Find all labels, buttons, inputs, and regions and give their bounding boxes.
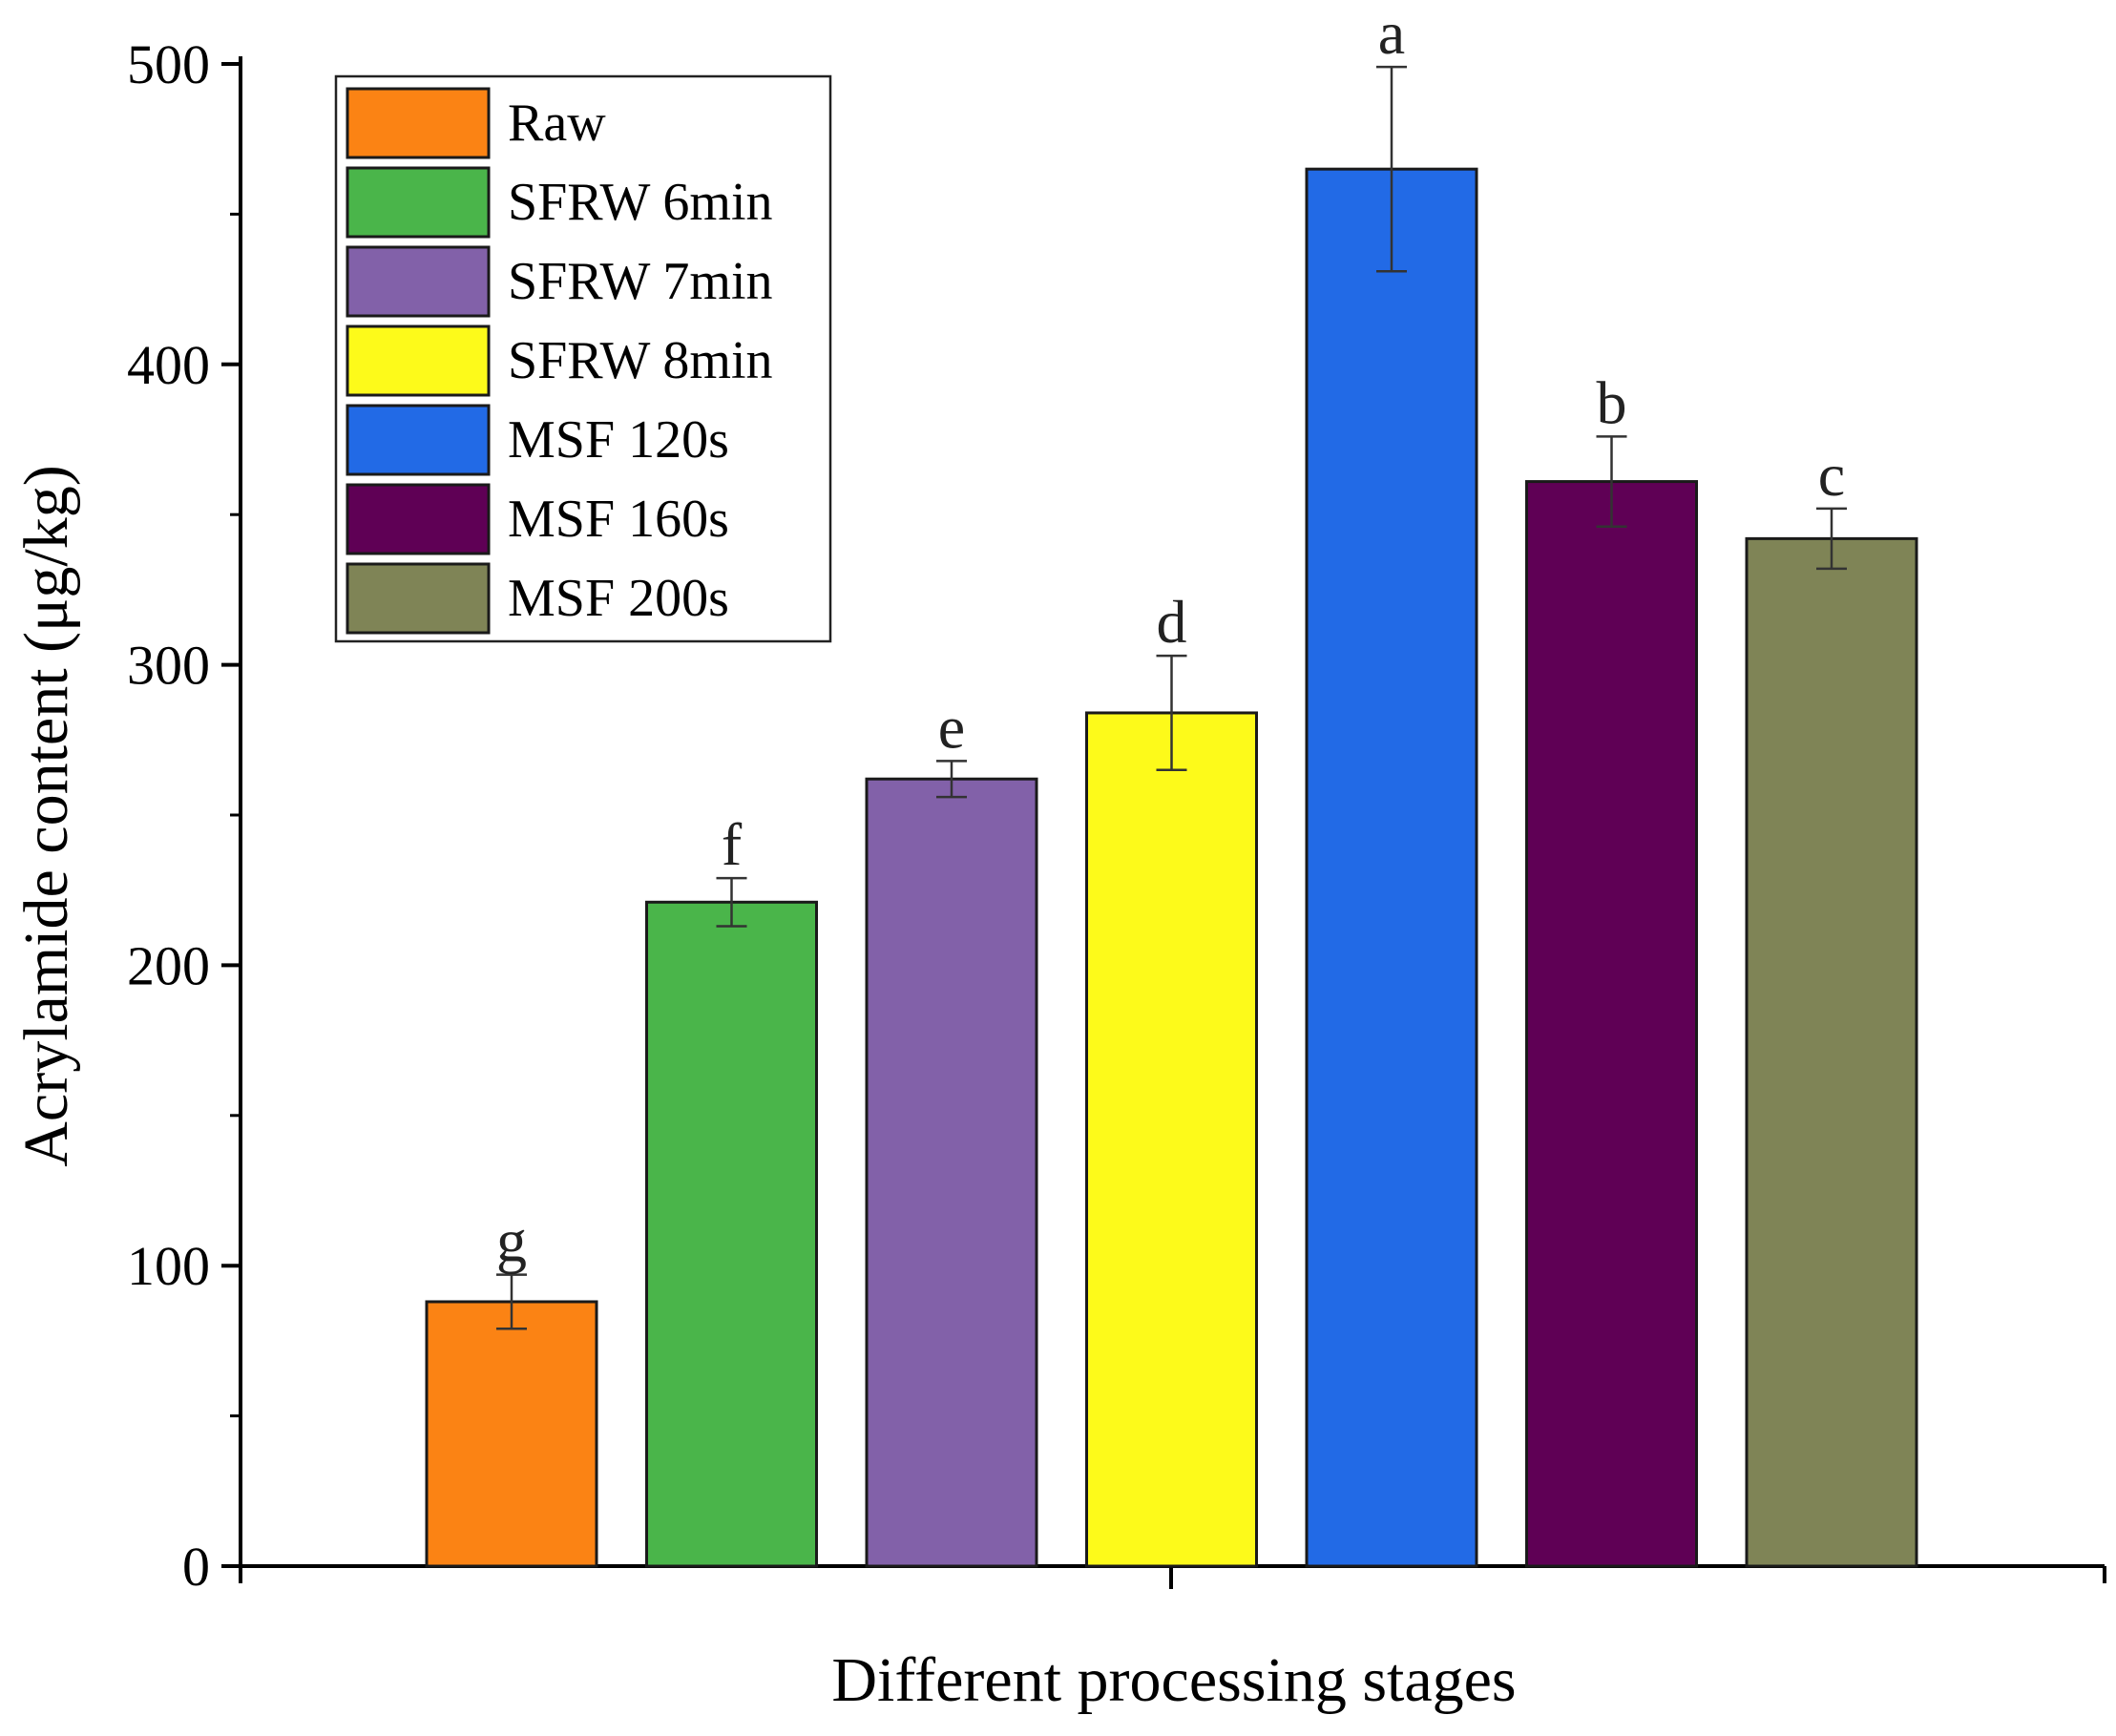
x-axis-title: Different processing stages bbox=[831, 1645, 1516, 1715]
legend-swatch bbox=[346, 166, 491, 239]
legend-label: Raw bbox=[508, 94, 606, 153]
legend-swatch bbox=[346, 483, 491, 555]
significance-letter: b bbox=[1597, 368, 1627, 436]
y-tick-label: 0 bbox=[182, 1536, 210, 1598]
bar-sfrw-7min bbox=[865, 777, 1038, 1568]
bar-sfrw-8min bbox=[1085, 711, 1258, 1568]
y-tick-label: 200 bbox=[127, 934, 210, 996]
bar-msf-200s bbox=[1745, 536, 1918, 1568]
significance-letter: f bbox=[722, 810, 743, 878]
legend-swatch bbox=[346, 324, 491, 397]
legend: Raw SFRW 6min SFRW 7min SFRW 8min MSF 120s MS… bbox=[334, 74, 832, 643]
significance-letter: e bbox=[938, 693, 965, 761]
significance-labels: g f e d a b c bbox=[496, 0, 1845, 1275]
significance-letter: d bbox=[1157, 588, 1187, 656]
legend-label: SFRW 7min bbox=[508, 252, 773, 311]
bars bbox=[425, 167, 1918, 1568]
legend-swatch bbox=[346, 245, 491, 318]
significance-letter: g bbox=[496, 1207, 527, 1275]
error-bars bbox=[496, 65, 1847, 1330]
y-tick-label: 100 bbox=[127, 1235, 210, 1297]
bar-msf-160s bbox=[1525, 480, 1698, 1568]
bar-raw bbox=[425, 1300, 598, 1568]
legend-label: MSF 160s bbox=[508, 490, 729, 549]
bar-msf-120s bbox=[1305, 167, 1478, 1568]
y-tick-label: 400 bbox=[127, 334, 210, 396]
significance-letter: c bbox=[1818, 441, 1845, 509]
y-tick-label: 300 bbox=[127, 635, 210, 697]
legend-swatch bbox=[346, 87, 491, 159]
legend-label: MSF 200s bbox=[508, 569, 729, 628]
legend-swatch bbox=[346, 404, 491, 476]
y-tick-label: 500 bbox=[127, 33, 210, 95]
legend-label: MSF 120s bbox=[508, 410, 729, 470]
y-axis-title: Acrylamide content (μg/kg) bbox=[11, 465, 81, 1166]
legend-label: SFRW 8min bbox=[508, 331, 773, 390]
bar-sfrw-6min bbox=[645, 900, 818, 1568]
legend-swatch bbox=[346, 562, 491, 635]
legend-label: SFRW 6min bbox=[508, 173, 773, 232]
significance-letter: a bbox=[1378, 0, 1405, 67]
